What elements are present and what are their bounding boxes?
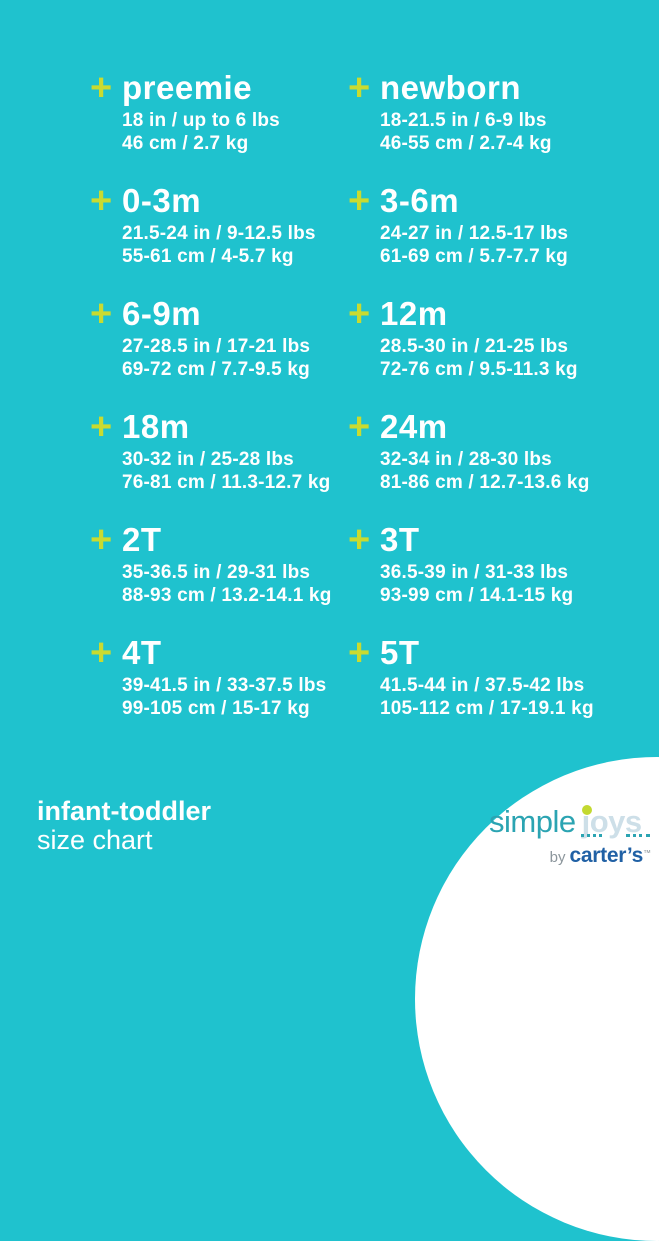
size-metric: 69-72 cm / 7.7-9.5 kg xyxy=(122,359,310,380)
size-label: preemie xyxy=(122,69,253,106)
size-imperial: 28.5-30 in / 21-25 lbs xyxy=(380,336,569,357)
size-metric: 55-61 cm / 4-5.7 kg xyxy=(122,246,294,267)
size-label: 6-9m xyxy=(122,295,202,332)
logo-by-text: by xyxy=(549,849,566,866)
size-metric: 72-76 cm / 9.5-11.3 kg xyxy=(380,359,578,380)
size-imperial: 24-27 in / 12.5-17 lbs xyxy=(380,223,569,244)
size-entry-24m: + 24m 32-34 in / 28-30 lbs 81-86 cm / 12… xyxy=(348,406,638,522)
size-label: 18m xyxy=(122,408,190,445)
plus-icon: + xyxy=(348,67,371,109)
plus-icon: + xyxy=(348,406,371,448)
footer: infant-toddler size chart xyxy=(37,797,211,855)
size-entry-0-3m: + 0-3m 21.5-24 in / 9-12.5 lbs 55-61 cm … xyxy=(90,180,348,296)
plus-icon: + xyxy=(348,293,371,335)
logo-carters-text: carter’s xyxy=(569,844,644,867)
size-entry-2t: + 2T 35-36.5 in / 29-31 lbs 88-93 cm / 1… xyxy=(90,519,348,635)
size-label: newborn xyxy=(380,69,521,106)
size-imperial: 18 in / up to 6 lbs xyxy=(122,110,280,131)
size-label: 24m xyxy=(380,408,448,445)
logo-wordmark: simple joys xyxy=(489,804,651,840)
size-imperial: 21.5-24 in / 9-12.5 lbs xyxy=(122,223,316,244)
logo-word-joys-text: joys xyxy=(581,804,643,839)
plus-icon: + xyxy=(348,180,371,222)
plus-icon: + xyxy=(90,67,113,109)
size-metric: 88-93 cm / 13.2-14.1 kg xyxy=(122,585,332,606)
size-label: 2T xyxy=(122,521,162,558)
size-imperial: 36.5-39 in / 31-33 lbs xyxy=(380,562,569,583)
plus-icon: + xyxy=(90,519,113,561)
logo-word-simple: simple xyxy=(489,804,576,839)
size-metric: 93-99 cm / 14.1-15 kg xyxy=(380,585,574,606)
size-metric: 99-105 cm / 15-17 kg xyxy=(122,698,310,719)
size-metric: 105-112 cm / 17-19.1 kg xyxy=(380,698,594,719)
size-imperial: 35-36.5 in / 29-31 lbs xyxy=(122,562,311,583)
plus-icon: + xyxy=(90,632,113,674)
size-entry-6-9m: + 6-9m 27-28.5 in / 17-21 lbs 69-72 cm /… xyxy=(90,293,348,409)
size-label: 3-6m xyxy=(380,182,460,219)
plus-icon: + xyxy=(90,180,113,222)
plus-icon: + xyxy=(348,519,371,561)
size-entry-4t: + 4T 39-41.5 in / 33-37.5 lbs 99-105 cm … xyxy=(90,632,348,748)
size-entry-5t: + 5T 41.5-44 in / 37.5-42 lbs 105-112 cm… xyxy=(348,632,638,748)
dotted-underline-icon xyxy=(581,834,602,837)
size-imperial: 27-28.5 in / 17-21 lbs xyxy=(122,336,311,357)
size-metric: 76-81 cm / 11.3-12.7 kg xyxy=(122,472,331,493)
logo-word-joys: joys xyxy=(581,804,643,839)
chart-subtitle: size chart xyxy=(37,825,153,855)
size-label: 3T xyxy=(380,521,420,558)
size-label: 4T xyxy=(122,634,162,671)
plus-icon: + xyxy=(90,293,113,335)
size-imperial: 39-41.5 in / 33-37.5 lbs xyxy=(122,675,327,696)
chart-title: infant-toddler xyxy=(37,796,211,826)
logo-byline: by carter’s™ xyxy=(489,844,651,868)
trademark-symbol: ™ xyxy=(643,848,651,858)
size-metric: 61-69 cm / 5.7-7.7 kg xyxy=(380,246,568,267)
size-entry-12m: + 12m 28.5-30 in / 21-25 lbs 72-76 cm / … xyxy=(348,293,638,409)
size-metric: 46 cm / 2.7 kg xyxy=(122,133,249,154)
size-entry-3-6m: + 3-6m 24-27 in / 12.5-17 lbs 61-69 cm /… xyxy=(348,180,638,296)
brand-logo: simple joys by carter’s™ xyxy=(489,804,651,868)
size-metric: 46-55 cm / 2.7-4 kg xyxy=(380,133,552,154)
size-imperial: 18-21.5 in / 6-9 lbs xyxy=(380,110,547,131)
size-label: 5T xyxy=(380,634,420,671)
size-entry-preemie: + preemie 18 in / up to 6 lbs 46 cm / 2.… xyxy=(90,67,348,183)
size-metric: 81-86 cm / 12.7-13.6 kg xyxy=(380,472,590,493)
size-entry-newborn: + newborn 18-21.5 in / 6-9 lbs 46-55 cm … xyxy=(348,67,638,183)
size-label: 12m xyxy=(380,295,448,332)
size-imperial: 30-32 in / 25-28 lbs xyxy=(122,449,294,470)
dotted-underline-icon xyxy=(626,834,650,837)
plus-icon: + xyxy=(348,632,371,674)
size-entry-3t: + 3T 36.5-39 in / 31-33 lbs 93-99 cm / 1… xyxy=(348,519,638,635)
logo-green-dot-icon xyxy=(581,805,592,815)
size-entry-18m: + 18m 30-32 in / 25-28 lbs 76-81 cm / 11… xyxy=(90,406,348,522)
plus-icon: + xyxy=(90,406,113,448)
size-imperial: 32-34 in / 28-30 lbs xyxy=(380,449,552,470)
size-label: 0-3m xyxy=(122,182,202,219)
size-imperial: 41.5-44 in / 37.5-42 lbs xyxy=(380,675,585,696)
size-chart-grid: + preemie 18 in / up to 6 lbs 46 cm / 2.… xyxy=(90,67,638,748)
